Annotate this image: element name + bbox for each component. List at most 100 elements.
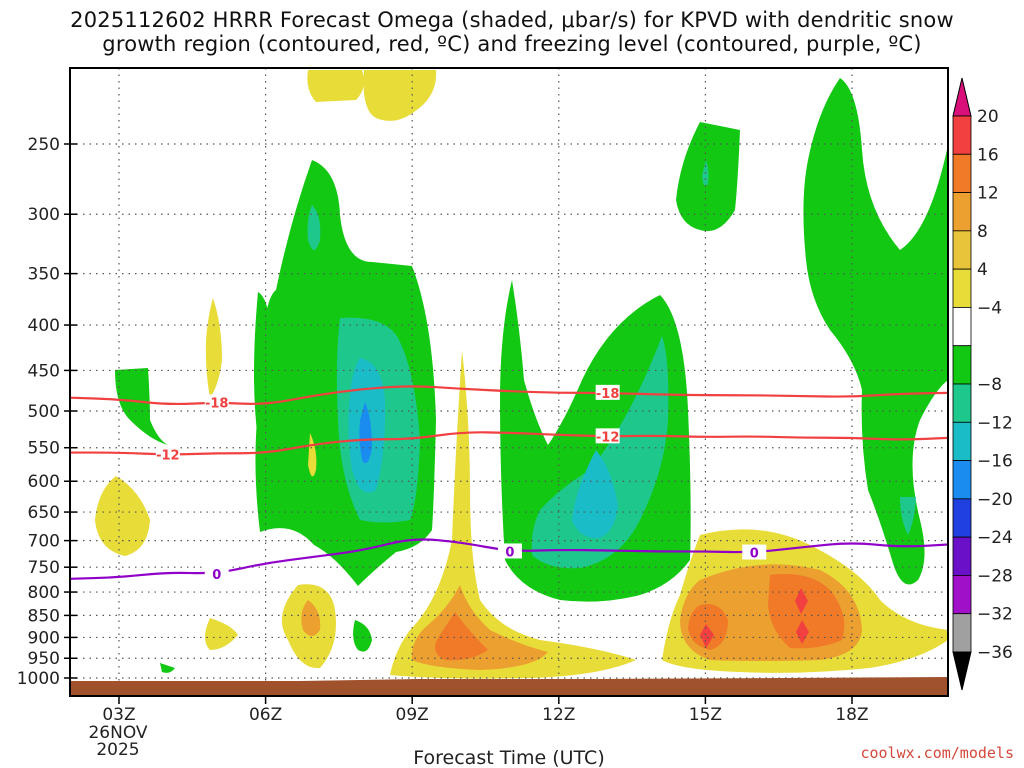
y-tick-label: 450 (28, 361, 60, 381)
x-tick-year: 2025 (96, 740, 139, 760)
contour-label: -18 (596, 387, 620, 402)
contour-label: -18 (205, 396, 229, 411)
colorbar-label: −16 (977, 452, 1013, 472)
contour-label: -12 (156, 449, 180, 464)
colorbar: 20 16 12 8 4 −4 −8 −12 −16 −20 −24 −28 −32 −36 (952, 77, 1013, 691)
title-line-1: 2025112602 HRRR Forecast Omega (shaded, … (70, 8, 954, 32)
shade-upward-right-red2 (795, 588, 808, 614)
shade-upward-right-red1 (700, 624, 714, 648)
chart-title: 2025112602 HRRR Forecast Omega (shaded, … (0, 8, 1024, 56)
y-tick-label: 900 (28, 628, 60, 648)
shade-upward-left-3 (205, 618, 238, 650)
x-tick-label: 15Z (689, 705, 722, 725)
contour-label-bg (595, 428, 620, 444)
colorbar-segment (952, 536, 972, 576)
contour-label-bg (497, 543, 522, 559)
contour-label-bg (595, 384, 620, 400)
shade-upward-left-5 (308, 433, 317, 477)
colorbar-label: −36 (977, 643, 1013, 663)
y-tick-label: 300 (28, 205, 60, 225)
plot-frame (69, 67, 949, 697)
colorbar-label: 20 (977, 107, 999, 127)
colorbar-label: −12 (977, 413, 1013, 433)
credit-text: coolwx.com/models (860, 744, 1014, 762)
shade-descent-right (803, 78, 948, 585)
contour-label-bg (155, 446, 180, 462)
contour-purple-0 (70, 538, 948, 580)
y-tick-label: 550 (28, 439, 60, 459)
contour-label-bg (742, 544, 767, 560)
colorbar-segment (952, 460, 972, 500)
y-tick-label: 850 (28, 606, 60, 626)
shade-descent-left-lower (353, 620, 372, 652)
y-tick-label: 650 (28, 503, 60, 523)
grid-lines (70, 68, 948, 696)
contour-label: 0 (212, 568, 221, 583)
colorbar-label: −32 (977, 605, 1013, 625)
y-tick-label: 750 (28, 558, 60, 578)
colorbar-label: 16 (977, 145, 999, 165)
colorbar-label: −28 (977, 566, 1013, 586)
x-tick-label: 06Z (249, 705, 282, 725)
shade-upward-left-2 (205, 298, 222, 398)
y-tick-label: 800 (28, 583, 60, 603)
shade-descent-center-cyan (572, 450, 618, 539)
y-tick-label: 700 (28, 532, 60, 552)
y-tick-label: 600 (28, 472, 60, 492)
y-tick-label: 950 (28, 649, 60, 669)
colorbar-label: −20 (977, 490, 1013, 510)
shade-upward-upper-center (363, 70, 437, 121)
y-tick-label: 250 (28, 135, 60, 155)
colorbar-segment (952, 268, 972, 308)
contour-label-bg (204, 565, 229, 581)
colorbar-label: −24 (977, 528, 1013, 548)
contour-red--12 (70, 431, 948, 456)
contour-labels: -18 -18 -12 -12 0 0 0 (155, 384, 767, 583)
contour-lines (70, 385, 948, 580)
shade-upward-left-4b (301, 600, 321, 636)
x-tick-label: 12Z (542, 705, 575, 725)
x-tick-date: 26NOV (88, 723, 147, 743)
shade-descent-left-teal-top (307, 205, 321, 250)
contour-label: 0 (750, 547, 759, 562)
colorbar-segment (952, 345, 972, 385)
colorbar-segment (952, 115, 972, 155)
colorbar-segment (952, 307, 972, 347)
y-tick-label: 1000 (17, 669, 60, 689)
y-axis: 2503003504004505005506006507007508008509… (17, 135, 77, 689)
title-line-2: growth region (contoured, red, ºC) and f… (102, 32, 922, 56)
x-axis-label: Forecast Time (UTC) (413, 747, 604, 768)
colorbar-segment (952, 613, 972, 653)
shade-upward-center-orange (411, 585, 548, 670)
colorbar-segment (952, 153, 972, 193)
colorbar-segment (952, 383, 972, 423)
contour-label-bg (204, 394, 229, 410)
contour-label: -12 (596, 430, 620, 445)
colorbar-segment (952, 575, 972, 615)
colorbar-label: −4 (977, 298, 1002, 318)
omega-shading (95, 70, 948, 679)
contour-red--18 (70, 385, 948, 406)
shade-upward-center (390, 350, 636, 679)
y-tick-label: 350 (28, 265, 60, 285)
shade-descent-right-teal (900, 497, 916, 535)
colorbar-segment (952, 498, 972, 538)
colorbar-label: 8 (977, 222, 988, 242)
y-tick-label: 500 (28, 402, 60, 422)
contour-label: 0 (505, 545, 514, 560)
colorbar-label: 12 (977, 184, 999, 204)
shade-descent-left-tiny (160, 663, 175, 673)
colorbar-segment (952, 192, 972, 232)
ground-surface (70, 677, 948, 696)
shade-descent-center-teal (531, 336, 669, 569)
shade-upward-center-deep (435, 612, 488, 661)
x-tick-label: 03Z (102, 705, 135, 725)
colorbar-segment (952, 421, 972, 461)
x-tick-label: 18Z (835, 705, 868, 725)
x-tick-label: 09Z (396, 705, 429, 725)
colorbar-label: 4 (977, 260, 988, 280)
shade-upward-left-1 (95, 476, 150, 556)
y-tick-label: 400 (28, 316, 60, 336)
